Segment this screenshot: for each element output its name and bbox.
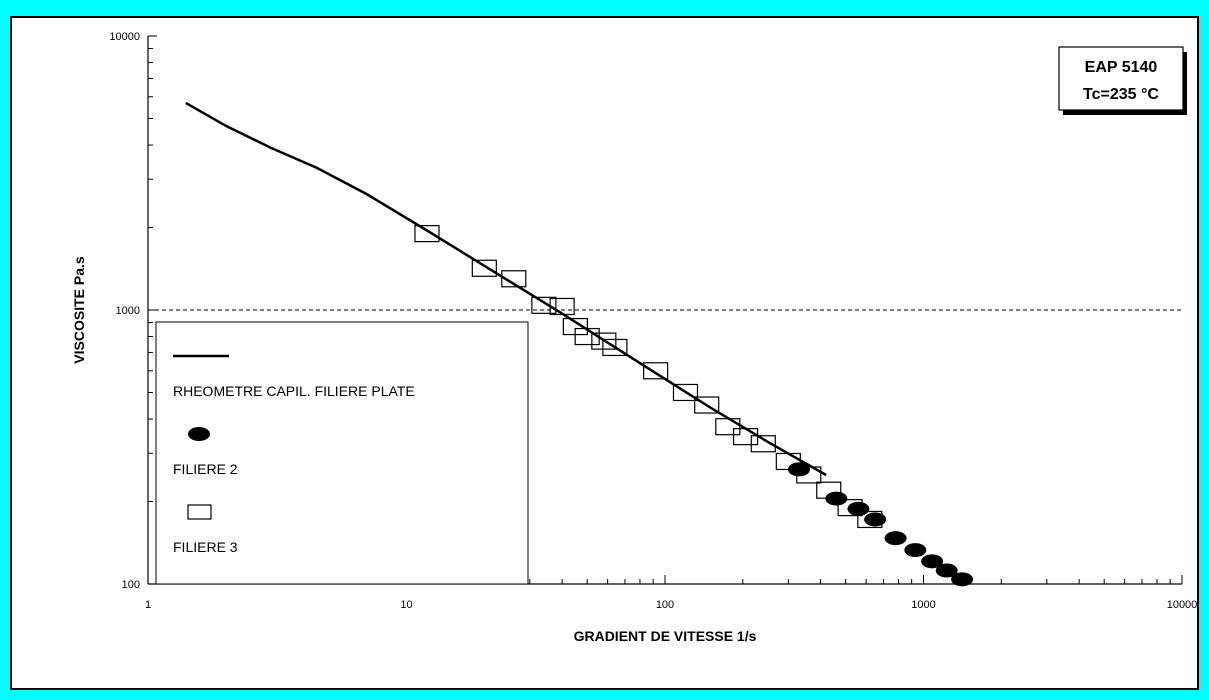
filiere-3-point — [471, 259, 497, 277]
filiere-3-point — [775, 452, 801, 471]
filiere-2-point — [847, 501, 870, 516]
y-tick-label: 1000 — [116, 305, 140, 317]
info-box-frame — [1058, 46, 1184, 111]
filiere-3-point — [591, 332, 617, 350]
legend-label-rheometre: RHEOMETRE CAPIL. FILIERE PLATE — [173, 383, 415, 399]
x-tick-label: 10 — [400, 599, 412, 611]
filiere-3-point — [694, 396, 720, 414]
filiere-3-point — [837, 499, 863, 517]
legend-ellipse-swatch — [188, 427, 210, 441]
filiere-3-point — [549, 297, 575, 316]
y-axis-title: VISCOSITE Pa.s — [71, 256, 87, 364]
filiere-3-point — [602, 338, 628, 357]
filiere-2-point — [884, 531, 907, 546]
info-box-line-1: EAP 5140 — [1085, 59, 1158, 76]
y-tick-label: 100 — [122, 579, 140, 591]
filiere-3-point — [414, 225, 440, 243]
x-axis-title: GRADIENT DE VITESSE 1/s — [574, 628, 757, 644]
legend-label-filiere-2: FILIERE 2 — [173, 461, 238, 477]
legend-label-filiere-3: FILIERE 3 — [173, 539, 238, 555]
filiere-2-point — [904, 543, 927, 558]
legend-frame — [155, 321, 529, 585]
filiere-3-point — [672, 383, 699, 402]
filiere-3-point — [715, 418, 741, 436]
filiere-3-point — [501, 270, 527, 288]
filiere-2-point — [935, 563, 958, 578]
filiere-3-point — [643, 362, 669, 380]
legend-square-swatch — [187, 504, 212, 520]
filiere-3-point — [857, 510, 883, 529]
filiere-3-point — [531, 296, 557, 314]
x-tick-label: 1 — [145, 599, 151, 611]
filiere-2-point — [921, 554, 944, 569]
x-tick-label: 100 — [656, 599, 674, 611]
filiere-3-point — [750, 435, 776, 453]
filiere-3-point — [574, 327, 600, 346]
legend-box: RHEOMETRE CAPIL. FILIERE PLATE FILIERE 2… — [155, 321, 529, 585]
info-box-line-2: Tc=235 °C — [1083, 86, 1159, 103]
filiere-2-point — [864, 512, 887, 527]
x-tick-label: 1000 — [911, 599, 935, 611]
filiere-2-point — [951, 572, 974, 587]
x-tick-label: 10000 — [1167, 599, 1198, 611]
series-layer — [185, 101, 974, 587]
info-box: EAP 5140 Tc=235 °C — [1058, 46, 1187, 115]
filiere-3-point — [732, 428, 759, 446]
filiere-3-point — [816, 481, 842, 499]
y-tick-label: 10000 — [109, 31, 140, 43]
filiere-3-point — [796, 466, 822, 484]
rheometre-curve — [185, 101, 827, 477]
